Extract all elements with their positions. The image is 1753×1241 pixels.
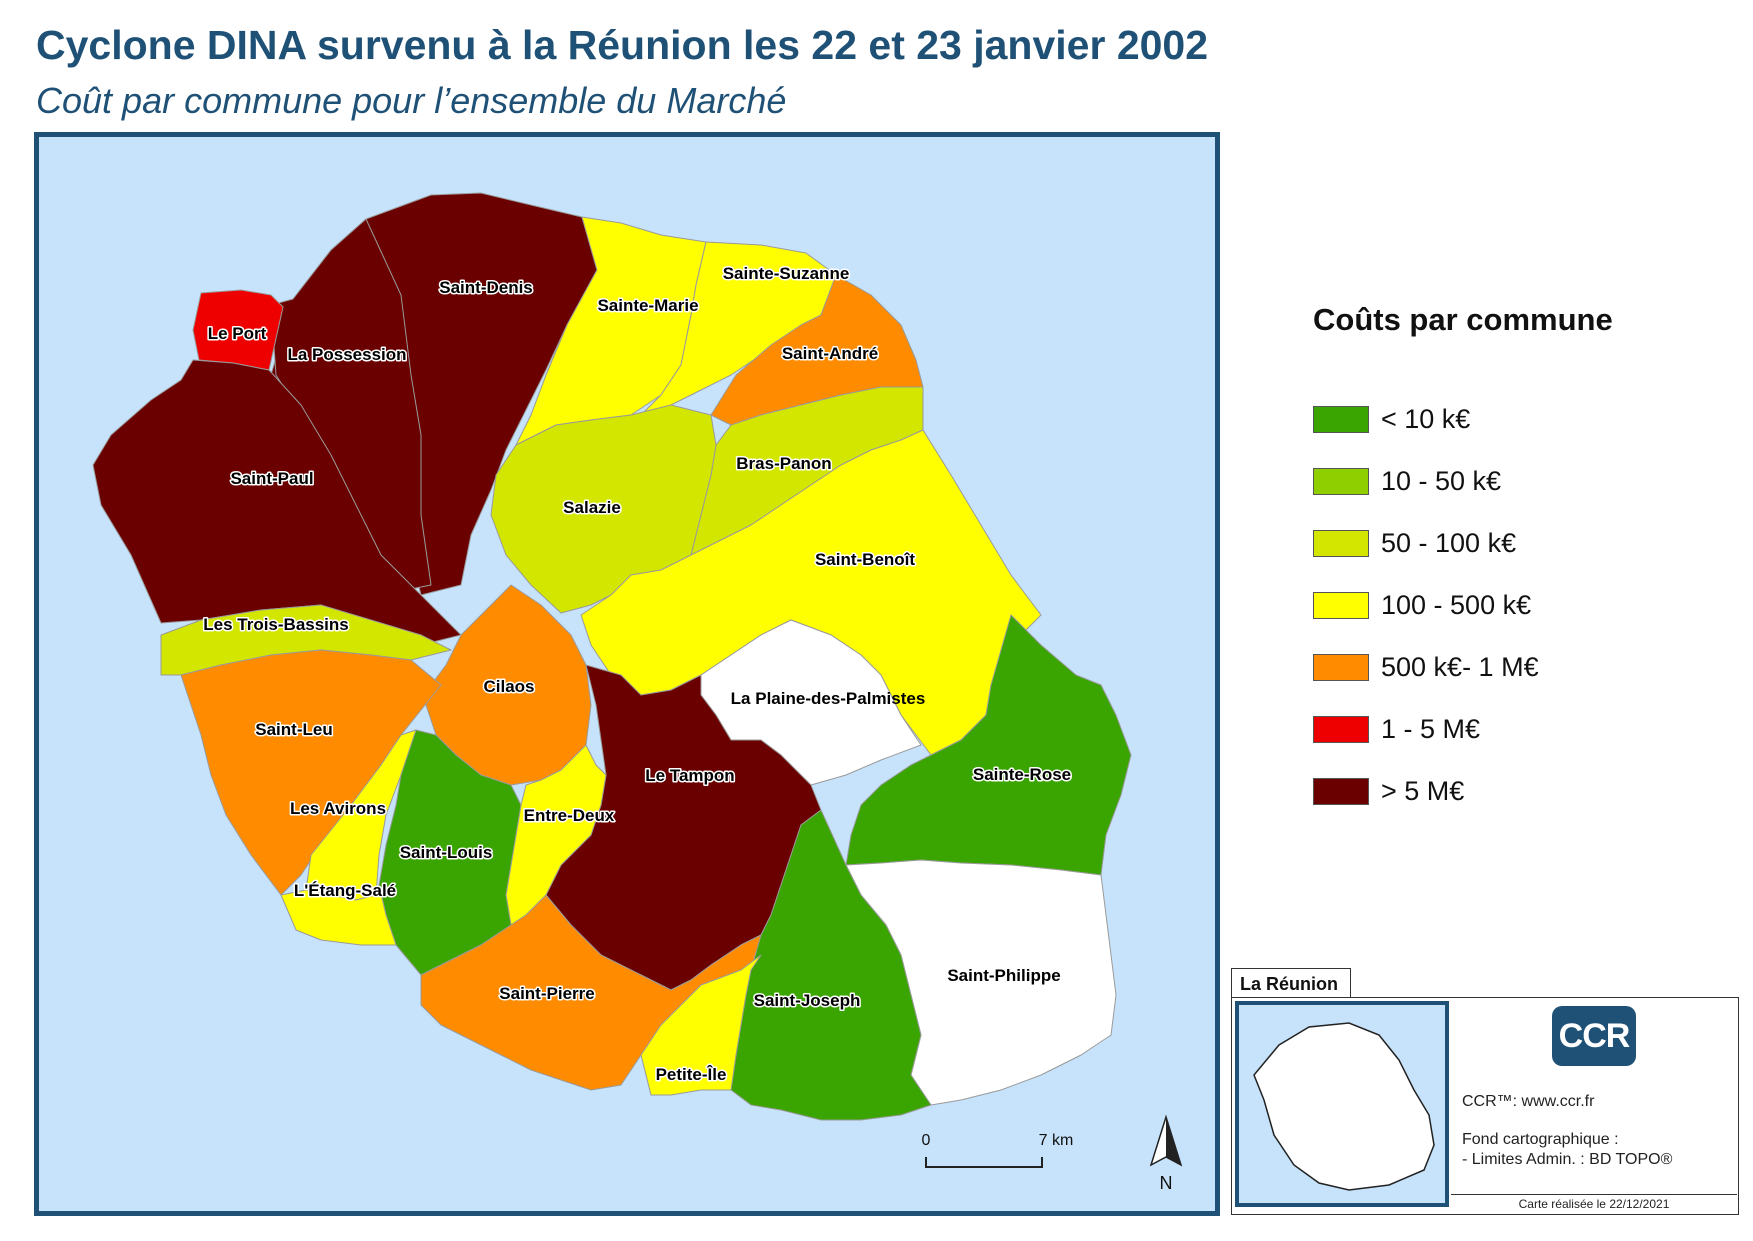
commune-label: Sainte-Marie bbox=[597, 296, 698, 315]
map-credit: Carte réalisée le 22/12/2021 bbox=[1451, 1194, 1737, 1211]
map-canvas: Saint-Denis Le Port La Possession Saint-Pau… bbox=[92, 192, 1183, 1193]
north-arrow-icon: N bbox=[1149, 1114, 1183, 1193]
commune-label: Saint-Philippe bbox=[947, 966, 1060, 985]
legend-label: 50 - 100 k€ bbox=[1381, 527, 1517, 558]
map-subtitle: Coût par commune pour l’ensemble du Marc… bbox=[36, 80, 787, 121]
legend-swatch bbox=[1313, 467, 1369, 495]
commune-label: Saint-André bbox=[782, 344, 878, 363]
commune-shape bbox=[640, 241, 837, 416]
commune-label: Salazie bbox=[563, 498, 621, 517]
legend-item: < 10 k€ bbox=[1313, 404, 1470, 434]
commune-label: La Possession bbox=[287, 345, 406, 364]
ccr-logo: CCR bbox=[1552, 1006, 1636, 1066]
legend-item: 1 - 5 M€ bbox=[1313, 714, 1480, 744]
north-label: N bbox=[1160, 1173, 1173, 1193]
commune-label: Entre-Deux bbox=[524, 806, 615, 825]
commune-label: Cilaos bbox=[483, 677, 534, 696]
inset-locator-map bbox=[1235, 1001, 1449, 1207]
legend-swatch bbox=[1313, 653, 1369, 681]
commune-label: Saint-Leu bbox=[255, 720, 332, 739]
commune-label: Sainte-Suzanne bbox=[723, 264, 850, 283]
ccr-website: CCR™: www.ccr.fr bbox=[1462, 1093, 1595, 1110]
commune-label: Saint-Pierre bbox=[499, 984, 594, 1003]
commune-label: Le Port bbox=[208, 324, 267, 343]
inset-tab: La Réunion bbox=[1231, 968, 1351, 998]
scale-start-label: 0 bbox=[922, 1132, 931, 1149]
commune-label: Saint-Louis bbox=[400, 843, 493, 862]
commune-label: L'Étang-Salé bbox=[294, 881, 396, 900]
commune-label: Petite-Île bbox=[656, 1065, 727, 1084]
commune-shape bbox=[305, 729, 417, 901]
legend-label: 500 k€- 1 M€ bbox=[1381, 651, 1539, 682]
legend-swatch bbox=[1313, 405, 1369, 433]
commune-label: La Plaine-des-Palmistes bbox=[731, 689, 926, 708]
legend-item: 10 - 50 k€ bbox=[1313, 466, 1501, 496]
scale-end-label: 7 km bbox=[1039, 1132, 1074, 1149]
scale-bar: 0 7 km bbox=[922, 1132, 1074, 1168]
legend-label: 1 - 5 M€ bbox=[1381, 713, 1481, 744]
basemap-source: - Limites Admin. : BD TOPO® bbox=[1462, 1151, 1673, 1168]
commune-label: Le Tampon bbox=[645, 766, 734, 785]
map-title: Cyclone DINA survenu à la Réunion les 22… bbox=[36, 22, 1209, 68]
basemap-caption: Fond cartographique : bbox=[1462, 1131, 1619, 1148]
commune-shape bbox=[280, 884, 397, 946]
map-frame: Saint-Denis Le Port La Possession Saint-Pau… bbox=[34, 132, 1220, 1216]
legend-label: 10 - 50 k€ bbox=[1381, 465, 1502, 496]
legend-swatch bbox=[1313, 591, 1369, 619]
legend-swatch bbox=[1313, 715, 1369, 743]
commune-label: Saint-Benoît bbox=[815, 550, 915, 569]
commune-label: Bras-Panon bbox=[736, 454, 831, 473]
legend-swatch bbox=[1313, 529, 1369, 557]
commune-label: Les Trois-Bassins bbox=[203, 615, 349, 634]
legend-item: 500 k€- 1 M€ bbox=[1313, 652, 1539, 682]
commune-label: Saint-Joseph bbox=[754, 991, 861, 1010]
legend-label: > 5 M€ bbox=[1381, 775, 1465, 806]
legend-label: < 10 k€ bbox=[1381, 403, 1471, 434]
legend-item: 100 - 500 k€ bbox=[1313, 590, 1531, 620]
legend-title: Coûts par commune bbox=[1313, 302, 1613, 337]
commune-label: Sainte-Rose bbox=[973, 765, 1071, 784]
legend-item: 50 - 100 k€ bbox=[1313, 528, 1516, 558]
legend-label: 100 - 500 k€ bbox=[1381, 589, 1532, 620]
legend-swatch bbox=[1313, 777, 1369, 805]
commune-label: Les Avirons bbox=[290, 799, 386, 818]
commune-shape bbox=[640, 954, 762, 1096]
commune-label: Saint-Paul bbox=[230, 469, 313, 488]
inset-island-shape bbox=[1253, 1022, 1435, 1191]
legend-item: > 5 M€ bbox=[1313, 776, 1464, 806]
commune-label: Saint-Denis bbox=[439, 278, 533, 297]
